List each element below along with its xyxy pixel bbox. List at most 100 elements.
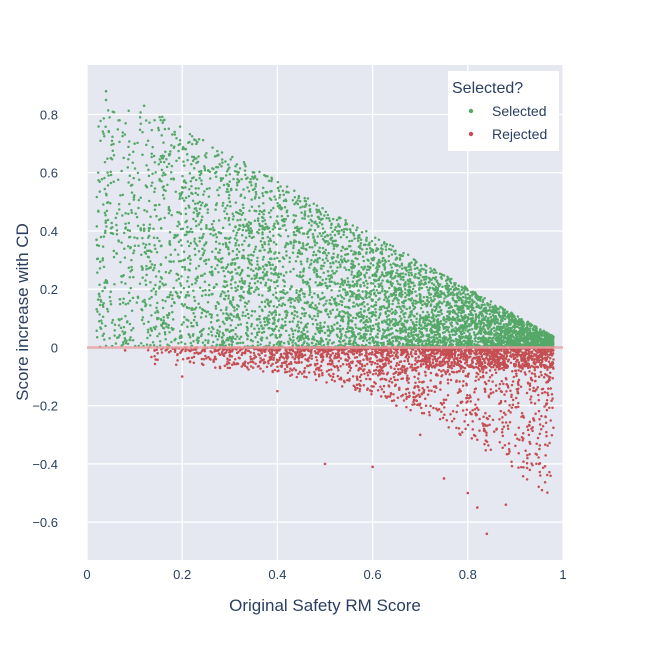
point-selected bbox=[402, 343, 405, 346]
point-selected bbox=[247, 316, 250, 320]
point-selected bbox=[483, 296, 486, 300]
point-selected bbox=[335, 269, 338, 273]
point-selected bbox=[340, 277, 343, 281]
point-selected bbox=[170, 340, 173, 344]
point-selected bbox=[331, 269, 334, 273]
point-selected bbox=[250, 183, 253, 187]
point-selected bbox=[170, 144, 173, 147]
point-selected bbox=[257, 205, 261, 208]
point-selected bbox=[405, 307, 408, 311]
point-selected bbox=[109, 226, 113, 230]
point-selected bbox=[302, 244, 305, 247]
point-selected bbox=[545, 331, 548, 334]
point-selected bbox=[353, 282, 357, 286]
point-selected bbox=[239, 194, 242, 198]
point-selected bbox=[338, 285, 342, 289]
point-selected bbox=[515, 321, 518, 325]
point-selected bbox=[243, 163, 247, 166]
point-selected bbox=[389, 274, 393, 277]
point-selected bbox=[446, 275, 449, 278]
point-selected bbox=[119, 326, 123, 330]
point-selected bbox=[132, 251, 135, 255]
point-selected bbox=[373, 272, 377, 275]
point-selected bbox=[228, 241, 231, 244]
point-selected bbox=[419, 327, 423, 331]
point-selected bbox=[248, 282, 252, 285]
point-selected bbox=[268, 318, 271, 321]
point-selected bbox=[106, 218, 110, 222]
point-selected bbox=[131, 296, 135, 300]
point-selected bbox=[344, 311, 347, 315]
point-selected bbox=[182, 286, 186, 290]
point-selected bbox=[552, 336, 555, 339]
point-selected bbox=[186, 158, 189, 162]
point-selected bbox=[375, 335, 378, 338]
point-selected bbox=[113, 323, 117, 327]
point-selected bbox=[534, 328, 538, 332]
point-selected bbox=[372, 338, 375, 341]
point-selected bbox=[175, 279, 178, 282]
point-selected bbox=[497, 322, 500, 325]
point-selected bbox=[385, 271, 388, 275]
point-selected bbox=[300, 226, 303, 230]
point-selected bbox=[499, 314, 503, 318]
point-selected bbox=[118, 208, 121, 211]
point-selected bbox=[340, 317, 344, 321]
point-selected bbox=[383, 240, 386, 244]
point-selected bbox=[221, 257, 224, 260]
point-selected bbox=[263, 218, 267, 222]
point-selected bbox=[214, 307, 218, 310]
point-selected bbox=[335, 218, 339, 222]
point-selected bbox=[299, 334, 302, 338]
point-selected bbox=[493, 333, 496, 336]
point-selected bbox=[193, 307, 197, 311]
point-selected bbox=[139, 111, 142, 114]
point-selected bbox=[453, 287, 456, 291]
point-selected bbox=[403, 312, 406, 315]
point-selected bbox=[158, 332, 161, 335]
point-selected bbox=[190, 134, 194, 138]
point-selected bbox=[199, 227, 203, 231]
point-selected bbox=[438, 305, 442, 309]
point-selected bbox=[453, 304, 457, 308]
point-selected bbox=[303, 333, 307, 336]
point-selected bbox=[364, 243, 367, 247]
point-selected bbox=[317, 302, 321, 305]
point-selected bbox=[250, 314, 253, 317]
point-selected bbox=[302, 281, 305, 284]
point-selected bbox=[366, 303, 369, 306]
point-selected bbox=[414, 333, 418, 337]
point-selected bbox=[352, 341, 355, 344]
point-selected bbox=[360, 303, 363, 306]
point-selected bbox=[328, 298, 332, 302]
point-selected bbox=[207, 293, 211, 297]
point-selected bbox=[164, 270, 168, 274]
point-selected bbox=[294, 297, 298, 300]
point-selected bbox=[315, 269, 319, 273]
point-selected bbox=[130, 265, 133, 269]
point-selected bbox=[442, 318, 445, 321]
point-selected bbox=[324, 281, 327, 285]
point-selected bbox=[118, 318, 121, 322]
point-selected bbox=[210, 270, 214, 273]
point-selected bbox=[98, 283, 101, 286]
point-selected bbox=[387, 302, 391, 305]
point-selected bbox=[436, 281, 440, 285]
point-selected bbox=[382, 332, 385, 335]
point-selected bbox=[234, 332, 237, 336]
point-selected bbox=[254, 192, 258, 196]
point-selected bbox=[227, 314, 230, 317]
point-selected bbox=[456, 316, 459, 319]
point-selected bbox=[138, 115, 142, 119]
point-selected bbox=[359, 334, 363, 338]
point-selected bbox=[350, 270, 354, 274]
point-selected bbox=[274, 333, 277, 337]
point-selected bbox=[120, 317, 123, 321]
point-selected bbox=[216, 338, 219, 341]
point-selected bbox=[496, 335, 499, 338]
point-selected bbox=[413, 267, 417, 271]
point-selected bbox=[203, 169, 207, 172]
point-selected bbox=[365, 271, 368, 275]
point-selected bbox=[170, 164, 174, 168]
point-selected bbox=[277, 329, 281, 332]
